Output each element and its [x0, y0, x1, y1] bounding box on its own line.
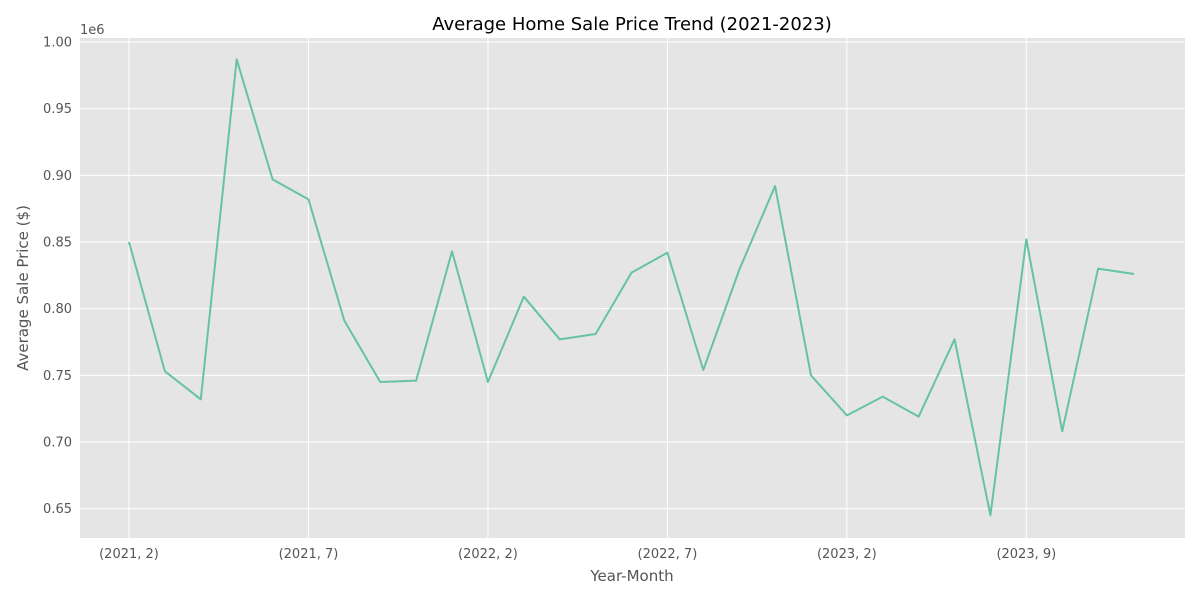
grid-lines	[80, 38, 1185, 538]
y-axis-ticks: 0.65 0.70 0.75 0.80 0.85 0.90 0.95 1.00	[43, 36, 72, 518]
y-axis-offset-label: 1e6	[80, 23, 105, 38]
y-tick-label: 0.70	[43, 436, 72, 451]
x-tick-label: (2023, 2)	[817, 547, 877, 562]
plot-area	[80, 38, 1185, 538]
x-tick-label: (2022, 7)	[638, 547, 698, 562]
y-tick-label: 0.75	[43, 369, 72, 384]
y-tick-label: 1.00	[43, 36, 72, 51]
y-tick-label: 0.85	[43, 236, 72, 251]
y-tick-label: 0.65	[43, 502, 72, 517]
series-line	[128, 58, 1135, 517]
series-lines	[128, 58, 1135, 517]
x-axis-ticks: (2021, 2) (2021, 7) (2022, 2) (2022, 7) (202…	[99, 547, 1056, 562]
x-tick-label: (2021, 7)	[279, 547, 339, 562]
y-tick-label: 0.90	[43, 169, 72, 184]
x-axis-label: Year-Month	[589, 567, 673, 585]
x-tick-label: (2023, 9)	[996, 547, 1056, 562]
y-tick-label: 0.80	[43, 302, 72, 317]
chart-title: Average Home Sale Price Trend (2021-2023…	[432, 14, 832, 35]
x-tick-label: (2022, 2)	[458, 547, 518, 562]
x-tick-label: (2021, 2)	[99, 547, 159, 562]
y-axis-label: Average Sale Price ($)	[14, 205, 32, 371]
y-tick-label: 0.95	[43, 102, 72, 117]
